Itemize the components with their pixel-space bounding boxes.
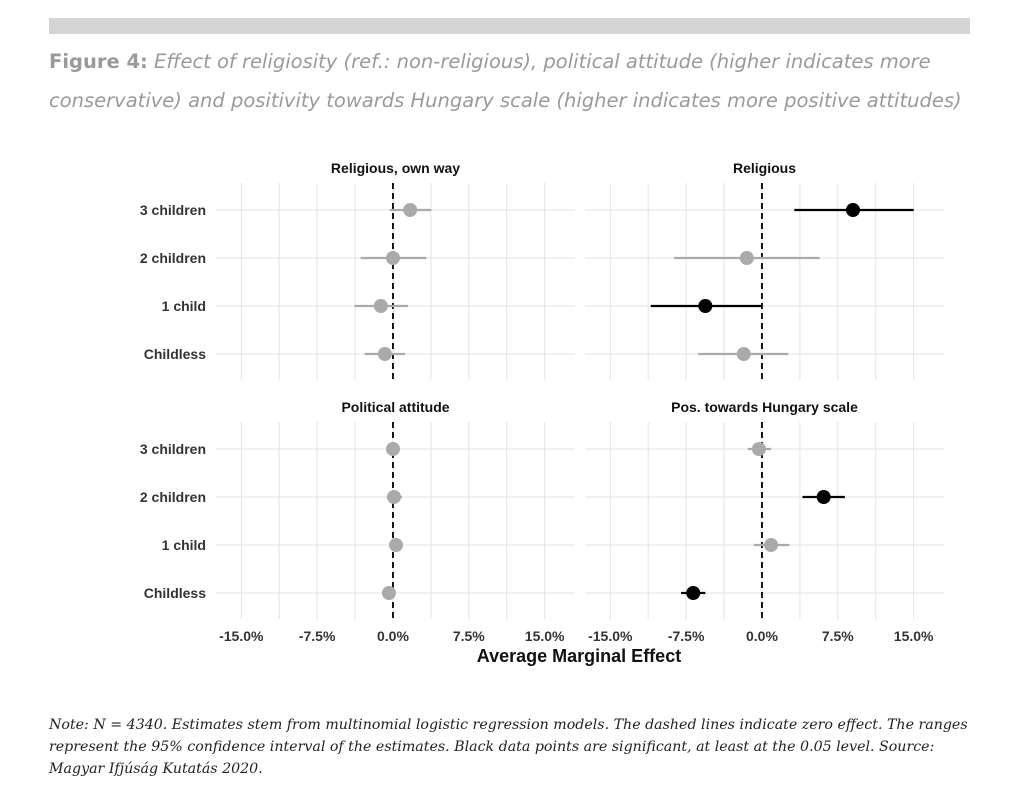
panel-title: Pos. towards Hungary scale [671, 399, 858, 415]
y-tick-label: 1 child [162, 537, 206, 553]
panel-title: Religious, own way [331, 160, 460, 176]
figure-caption-text: Effect of religiosity (ref.: non-religio… [49, 50, 962, 112]
point-estimate [389, 538, 404, 552]
figure-caption: Figure 4: Effect of religiosity (ref.: n… [49, 42, 974, 120]
x-tick-label: -7.5% [668, 628, 705, 644]
x-tick-label: 15.0% [525, 628, 565, 644]
point-estimate [403, 203, 418, 217]
y-tick-label: 2 children [140, 250, 206, 266]
point-estimate [736, 347, 751, 361]
y-tick-label: 3 children [140, 202, 206, 218]
point-estimate [816, 490, 831, 504]
point-estimate [751, 442, 766, 456]
figure-note: Note: N = 4340. Estimates stem from mult… [49, 717, 968, 777]
x-tick-label: 0.0% [746, 628, 778, 644]
point-estimate [686, 586, 701, 600]
panel-title: Religious [733, 160, 796, 176]
y-tick-label: Childless [144, 585, 206, 601]
chart: Religious, own way 3 children 2 children 1 … [140, 160, 944, 666]
point-estimate [739, 251, 754, 265]
x-tick-label: 0.0% [377, 628, 409, 644]
x-tick-label: -7.5% [299, 628, 336, 644]
point-estimate [381, 586, 396, 600]
y-tick-label: Childless [144, 346, 206, 362]
point-estimate [386, 490, 401, 504]
y-tick-label: 2 children [140, 489, 206, 505]
point-estimate [845, 203, 860, 217]
x-tick-label: 15.0% [894, 628, 934, 644]
x-tick-label: 7.5% [822, 628, 854, 644]
x-tick-label: 7.5% [453, 628, 485, 644]
y-tick-label: 3 children [140, 441, 206, 457]
point-estimate [377, 347, 392, 361]
x-tick-label: -15.0% [219, 628, 264, 644]
point-estimate [373, 299, 388, 313]
point-estimate [764, 538, 779, 552]
point-estimate [385, 442, 400, 456]
x-axis-label: Average Marginal Effect [477, 646, 681, 666]
top-bar [49, 18, 970, 34]
panel-title: Political attitude [341, 399, 449, 415]
x-tick-label: -15.0% [588, 628, 633, 644]
point-estimate [698, 299, 713, 313]
point-estimate [385, 251, 400, 265]
y-tick-label: 1 child [162, 298, 206, 314]
figure-label: Figure 4: [49, 50, 148, 73]
